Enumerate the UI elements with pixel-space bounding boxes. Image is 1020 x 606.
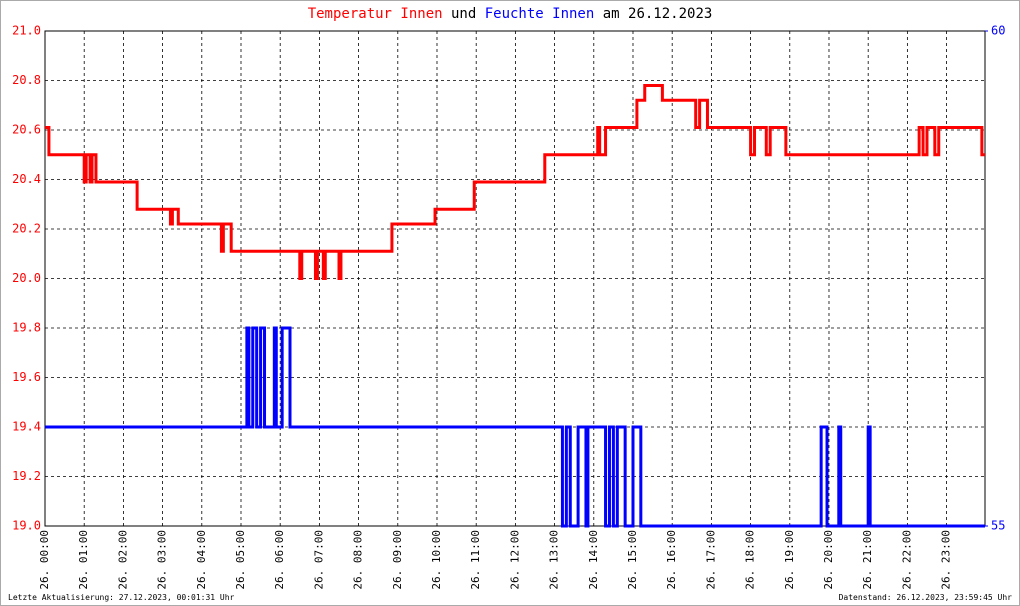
x-tick-label: 26. 00:00 [38,530,51,590]
x-tick-label: 26. 10:00 [430,530,443,590]
y-tick-label: 21.0 [12,24,41,38]
x-tick-label: 26. 08:00 [352,530,365,590]
x-tick-label: 26. 23:00 [940,530,953,590]
data-line [45,326,985,528]
x-tick-label: 26. 21:00 [861,530,874,590]
title-series-1: Temperatur Innen [308,6,443,22]
x-tick-label: 26. 06:00 [273,530,286,590]
y-tick-label: 20.8 [12,73,41,87]
x-tick-label: 26. 03:00 [156,530,169,590]
title-series-2: Feuchte Innen [485,6,595,22]
x-tick-label: 26. 09:00 [391,530,404,590]
footer-left: Letzte Aktualisierung: 27.12.2023, 00:01… [8,593,235,602]
title-joiner: und [451,6,476,22]
x-tick-label: 26. 01:00 [77,530,90,590]
x-tick-label: 26. 15:00 [626,530,639,590]
x-tick-label: 26. 05:00 [234,530,247,590]
footer-right: Datenstand: 26.12.2023, 23:59:45 Uhr [839,593,1013,602]
chart-title: Temperatur Innen und Feuchte Innen am 26… [308,6,713,22]
x-tick-label: 26. 12:00 [508,530,521,590]
y-tick-label: 19.4 [12,420,41,434]
title-date: am 26.12.2023 [603,6,713,22]
x-tick-label: 26. 18:00 [744,530,757,590]
y-tick-label: 20.0 [12,271,41,285]
x-tick-label: 26. 02:00 [116,530,129,590]
y-tick-label: 20.6 [12,123,41,137]
x-tick-label: 26. 16:00 [665,530,678,590]
x-tick-label: 26. 07:00 [312,530,325,590]
x-tick-label: 26. 19:00 [783,530,796,590]
y2-tick-label: 55 [991,519,1005,533]
x-tick-label: 26. 17:00 [704,530,717,590]
x-tick-label: 26. 11:00 [469,530,482,590]
y-tick-label: 20.4 [12,172,41,186]
x-tick-label: 26. 13:00 [548,530,561,590]
x-tick-label: 26. 22:00 [900,530,913,590]
x-tick-label: 26. 14:00 [587,530,600,590]
y-tick-label: 19.2 [12,469,41,483]
y2-tick-label: 60 [991,24,1005,38]
x-tick-label: 26. 04:00 [195,530,208,590]
y-tick-label: 20.2 [12,222,41,236]
x-tick-label: 26. 20:00 [822,530,835,590]
y-tick-label: 19.6 [12,370,41,384]
y-tick-label: 19.0 [12,519,41,533]
data-line [45,83,985,280]
y-tick-label: 19.8 [12,321,41,335]
